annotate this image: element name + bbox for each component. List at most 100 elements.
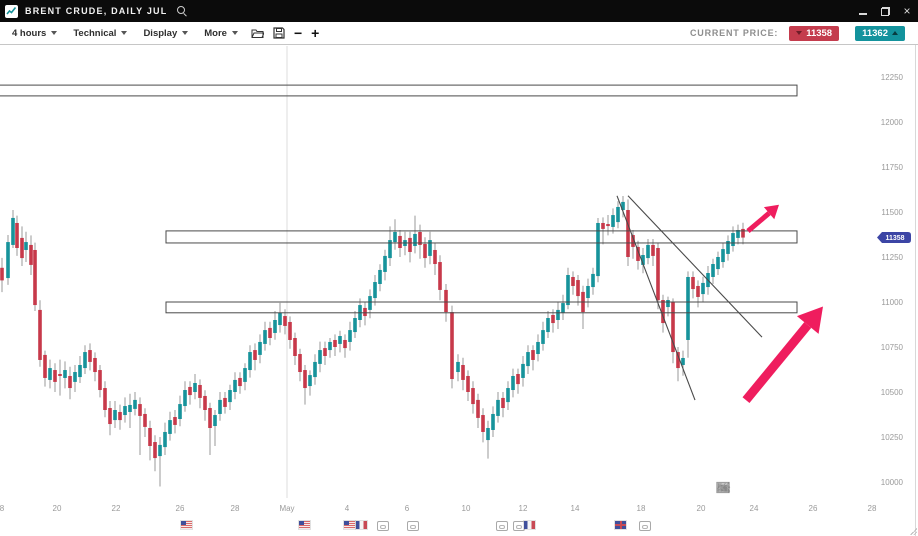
date-axis-label: 20: [697, 504, 706, 513]
trend-line[interactable]: [627, 195, 763, 338]
candle-up: [133, 399, 137, 409]
candle-up: [183, 390, 187, 407]
price-axis-label: 12250: [881, 73, 904, 82]
candle-up: [526, 352, 530, 367]
candle-down: [398, 235, 402, 248]
candle-down: [636, 246, 640, 261]
candle-up: [123, 406, 127, 416]
candle-up: [521, 363, 525, 378]
calendar-event-icon[interactable]: [639, 521, 651, 531]
price-axis-label: 10500: [881, 388, 904, 397]
candle-up: [313, 361, 317, 378]
last-price-badge: [877, 232, 911, 244]
price-axis-label: 11000: [881, 298, 903, 307]
calendar-event-icon[interactable]: [407, 521, 419, 531]
candle-down: [626, 210, 630, 257]
candle-up: [113, 410, 117, 421]
resize-handle-icon[interactable]: [910, 528, 917, 535]
candle-down: [601, 222, 605, 229]
timeframe-label: 4 hours: [12, 27, 47, 39]
arrow-down-icon: [796, 31, 803, 35]
candle-up: [373, 282, 377, 299]
title-bar: BRENT CRUDE, DAILY JUL ×: [0, 0, 918, 22]
candle-up: [621, 201, 625, 211]
candle-up: [233, 379, 237, 392]
chevron-down-icon: [231, 31, 238, 35]
price-axis-label: 11250: [881, 253, 903, 262]
price-axis-label: 10750: [881, 343, 904, 352]
close-icon: ×: [903, 4, 911, 18]
candle-down: [671, 302, 675, 353]
close-button[interactable]: ×: [896, 0, 918, 22]
candle-down: [153, 442, 157, 459]
open-folder-icon[interactable]: [251, 28, 264, 39]
price-zone-rectangle[interactable]: [165, 230, 798, 244]
arrow-up-icon: [892, 31, 898, 35]
candle-up: [591, 273, 595, 288]
candle-down: [288, 321, 292, 340]
calendar-event-icon[interactable]: [496, 521, 508, 531]
flag-us-icon[interactable]: [344, 521, 355, 529]
candle-down: [33, 249, 37, 306]
candle-up: [353, 318, 357, 333]
technical-dropdown[interactable]: Technical: [69, 25, 131, 42]
candle-down: [656, 248, 660, 301]
timeframe-dropdown[interactable]: 4 hours: [8, 25, 61, 42]
flag-fr-icon[interactable]: [524, 521, 535, 529]
minimize-button[interactable]: [852, 0, 874, 22]
candle-up: [158, 444, 162, 457]
candle-down: [143, 413, 147, 427]
date-axis-label: 8: [0, 504, 5, 513]
candle-down: [29, 244, 33, 265]
flag-uk-icon[interactable]: [615, 521, 626, 529]
candle-up: [168, 420, 172, 434]
price-zone-rectangle[interactable]: [165, 301, 798, 314]
candle-up: [228, 390, 232, 403]
candle-up: [646, 244, 650, 259]
more-dropdown[interactable]: More: [200, 25, 242, 42]
candle-down: [661, 300, 665, 324]
candle-down: [423, 244, 427, 259]
candle-up: [666, 300, 670, 308]
search-icon[interactable]: [177, 6, 187, 17]
flag-fr-icon[interactable]: [356, 521, 367, 529]
candle-up: [193, 383, 197, 392]
candle-up: [726, 240, 730, 254]
candle-down: [323, 348, 327, 356]
price-zone-rectangle[interactable]: [0, 84, 798, 97]
price-axis-label: 10000: [881, 478, 904, 487]
candle-down: [408, 237, 412, 252]
candle-up: [163, 431, 167, 448]
zoom-out-button[interactable]: −: [293, 25, 303, 41]
date-axis-label: 26: [809, 504, 818, 513]
candle-up: [24, 242, 28, 250]
price-axis-label: 12000: [881, 118, 904, 127]
candle-down: [88, 350, 92, 362]
calendar-event-icon[interactable]: [377, 521, 389, 531]
zoom-in-button[interactable]: +: [311, 25, 320, 41]
candle-up: [213, 415, 217, 427]
save-icon[interactable]: [273, 27, 285, 39]
restore-button[interactable]: [874, 0, 896, 22]
display-dropdown[interactable]: Display: [139, 25, 192, 42]
candle-down: [418, 231, 422, 245]
candle-down: [238, 377, 242, 387]
date-axis-label: 26: [176, 504, 185, 513]
candle-up: [491, 413, 495, 430]
candle-down: [188, 386, 192, 396]
candle-up: [338, 336, 342, 344]
candle-up: [393, 231, 397, 243]
flag-us-icon[interactable]: [299, 521, 310, 529]
candle-up: [536, 341, 540, 355]
trend-line[interactable]: [616, 195, 696, 401]
candle-down: [471, 388, 475, 405]
date-axis-label: 4: [345, 504, 350, 513]
candle-up: [506, 388, 510, 403]
pink-arrow-shaft[interactable]: [742, 322, 812, 403]
pink-arrow-shaft[interactable]: [746, 211, 771, 233]
candle-up: [611, 215, 615, 227]
flag-us-icon[interactable]: [181, 521, 192, 529]
candle-down: [303, 370, 307, 389]
